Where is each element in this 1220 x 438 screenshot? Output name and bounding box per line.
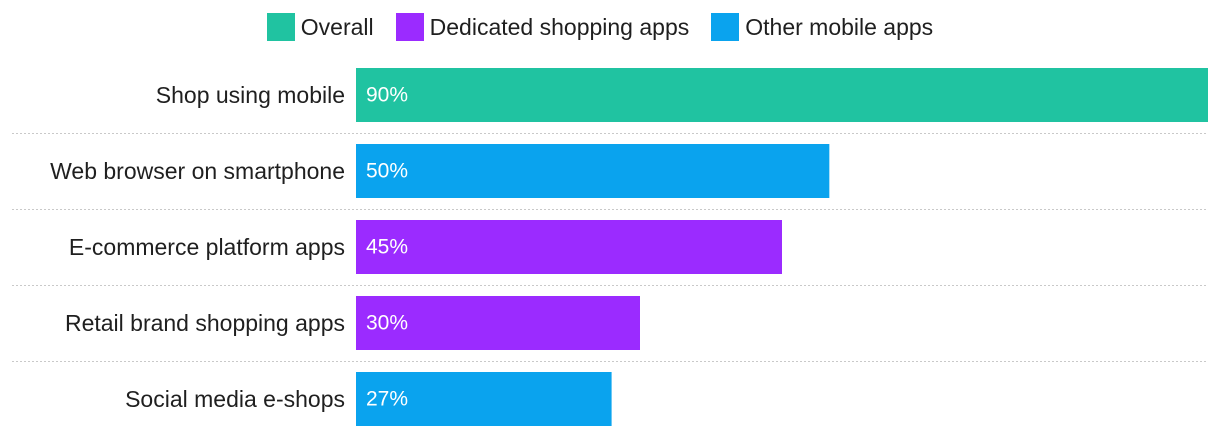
legend-swatch bbox=[395, 13, 424, 41]
value-label: 27% bbox=[366, 388, 408, 411]
value-label: 30% bbox=[366, 312, 408, 335]
value-label: 45% bbox=[366, 236, 408, 259]
category-label: Social media e-shops bbox=[125, 386, 345, 412]
value-label: 50% bbox=[366, 160, 408, 183]
legend-swatch bbox=[711, 13, 740, 41]
legend-label: Dedicated shopping apps bbox=[429, 13, 690, 40]
legend-item-overall: Overall bbox=[266, 13, 374, 41]
category-label: Shop using mobile bbox=[156, 82, 345, 108]
legend-item-other: Other mobile apps bbox=[711, 13, 933, 41]
bar bbox=[356, 220, 782, 274]
bar bbox=[356, 372, 612, 426]
legend-swatch bbox=[266, 13, 295, 41]
category-label: Web browser on smartphone bbox=[50, 158, 345, 184]
legend-label: Overall bbox=[300, 13, 374, 40]
bar bbox=[356, 296, 640, 350]
legend-label: Other mobile apps bbox=[745, 13, 934, 40]
category-label: Retail brand shopping apps bbox=[65, 310, 345, 336]
value-label: 90% bbox=[366, 84, 408, 107]
bar bbox=[356, 144, 830, 198]
bar bbox=[356, 68, 1208, 122]
category-label: E-commerce platform apps bbox=[69, 234, 345, 260]
legend: Overall Dedicated shopping apps Other mo… bbox=[0, 10, 1210, 44]
legend-item-dedicated: Dedicated shopping apps bbox=[395, 13, 690, 41]
